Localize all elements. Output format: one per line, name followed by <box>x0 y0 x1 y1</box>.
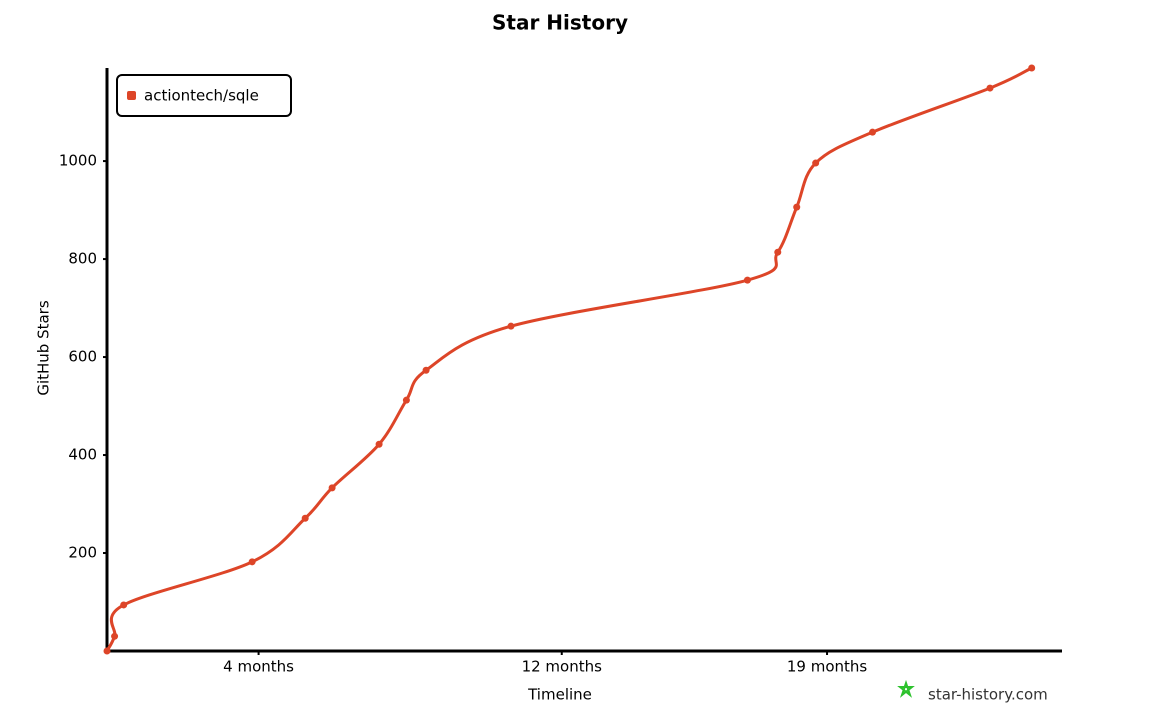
data-point <box>1028 64 1036 72</box>
data-point <box>774 248 782 256</box>
legend-label: actiontech/sqle <box>144 87 259 105</box>
x-tick-label: 4 months <box>223 658 294 676</box>
y-tick-label: 200 <box>68 544 97 562</box>
data-point <box>507 322 515 330</box>
series-line <box>105 66 1034 653</box>
data-point <box>402 396 410 404</box>
data-point <box>328 484 336 492</box>
y-tick-label: 400 <box>68 446 97 464</box>
data-point <box>111 632 119 640</box>
data-point <box>248 558 256 566</box>
data-point <box>986 84 994 92</box>
y-tick-label: 1000 <box>59 152 97 170</box>
data-point <box>103 647 111 655</box>
x-tick-label: 19 months <box>787 658 868 676</box>
data-point <box>812 159 820 167</box>
y-tick-label: 800 <box>68 250 97 268</box>
chart-title: Star History <box>492 11 628 35</box>
watermark: star-history.com <box>928 686 1048 704</box>
y-axis-label: GitHub Stars <box>35 300 53 396</box>
y-tick-label: 600 <box>68 348 97 366</box>
watermark-icon <box>897 679 915 698</box>
legend-swatch <box>127 91 136 100</box>
data-point <box>869 128 877 136</box>
x-axis-label: Timeline <box>527 686 592 704</box>
x-tick-label: 12 months <box>522 658 603 676</box>
legend-box <box>116 74 292 117</box>
data-point <box>743 276 751 284</box>
data-point <box>375 440 383 448</box>
data-point <box>793 203 801 211</box>
data-point <box>301 514 309 522</box>
data-point <box>120 601 128 609</box>
data-point <box>422 366 430 374</box>
